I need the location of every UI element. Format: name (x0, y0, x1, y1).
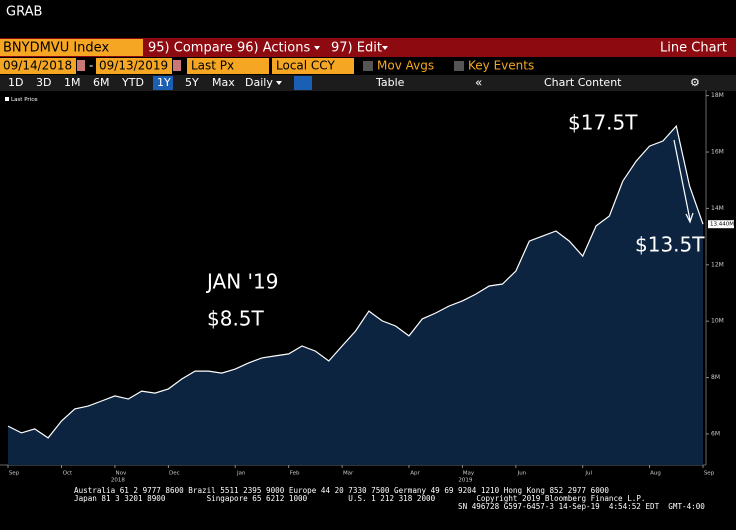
x-tick-label: Apr (410, 471, 420, 477)
edit-button[interactable]: 97) Edit (331, 41, 382, 56)
footer-line: Japan 81 3 3201 8900 Singapore 65 6212 1… (74, 494, 645, 503)
x-tick-label: May (463, 471, 475, 477)
annotation-arrow (673, 139, 694, 224)
range-button[interactable]: 1Y (157, 76, 171, 89)
annotation: $8.5T (207, 307, 265, 331)
checkbox[interactable] (454, 61, 464, 71)
field-box[interactable] (187, 58, 269, 74)
last-value-box (708, 220, 734, 229)
field[interactable]: Last Px (191, 59, 234, 73)
range-selected[interactable] (153, 76, 173, 90)
x-tick-label: Jan (236, 471, 246, 477)
x-tick-label: Feb (290, 471, 300, 477)
x-tick-label: Aug (650, 471, 661, 477)
y-tick-label: 10M (711, 318, 724, 325)
area (8, 126, 703, 465)
x-tick-label: Jun (517, 471, 527, 477)
y-tick-label: 12M (711, 261, 724, 268)
annotation: $17.5T (568, 111, 638, 135)
x-year-label: 2019 (458, 478, 472, 484)
ticker-box[interactable] (0, 39, 143, 56)
y-tick-label: 18M (711, 92, 724, 99)
x-tick-label: Oct (63, 471, 73, 477)
mov-avgs[interactable]: Mov Avgs (377, 59, 434, 73)
chart: 6M 8M 10M 12M 14M 16M 18M Last Price 13.440M Sep O… (0, 90, 734, 484)
line (7, 124, 704, 439)
compare-button[interactable]: 95) Compare (148, 41, 233, 56)
calendar-icon[interactable] (77, 60, 85, 71)
range-button[interactable]: 1M (64, 76, 81, 89)
ticker[interactable]: BNYDMVU Index (3, 41, 109, 56)
start-date[interactable]: 09/14/2018 (3, 59, 72, 73)
range-bar (0, 75, 736, 91)
annotation: JAN '19 (205, 270, 279, 294)
view-label: Line Chart (660, 41, 727, 56)
dropdown-arrow (276, 81, 282, 85)
dropdown-arrow (314, 46, 320, 50)
actions-button[interactable]: 96) Actions (237, 41, 310, 56)
range-button[interactable]: 3D (36, 76, 51, 89)
x-year-label: 2018 (111, 478, 125, 484)
separator: - (89, 59, 93, 73)
range-buttons: 1D 3D 1M 6M YTD 1Y 5Y Max (8, 76, 235, 90)
end-date-box[interactable] (96, 58, 172, 74)
range-button[interactable]: Max (212, 76, 235, 89)
currency-box[interactable] (272, 58, 354, 74)
last-value-label: 13.440M (710, 222, 734, 228)
x-tick-label: Nov (116, 471, 127, 477)
range-button[interactable]: 1D (8, 76, 23, 89)
currency[interactable]: Local CCY (276, 59, 335, 73)
range-button[interactable]: 6M (93, 76, 110, 89)
footer-line: SN 496728 G597-6457-3 14-Sep-19 4:54:52 … (458, 502, 705, 511)
x-tick-label: Mar (343, 471, 354, 477)
calendar-icon[interactable] (173, 60, 181, 71)
checkbox[interactable] (363, 61, 373, 71)
x-tick-label: Sep (704, 471, 715, 477)
window-title: GRAB (6, 5, 42, 20)
x-tick-label: Jul (584, 471, 592, 477)
toolbar-row (0, 38, 736, 57)
chart-content-button[interactable]: Chart Content (544, 76, 622, 89)
y-tick-label: 8M (711, 374, 720, 381)
frequency[interactable]: Daily (245, 76, 273, 89)
annotation: $13.5T (635, 233, 705, 257)
table-button[interactable]: Table (375, 76, 405, 89)
settings-icon[interactable]: ⚙ (690, 76, 700, 89)
collapse-icon[interactable]: « (475, 76, 482, 90)
legend-swatch (5, 97, 9, 101)
y-tick-label: 14M (711, 205, 724, 212)
line-style-button[interactable] (294, 76, 312, 90)
dropdown-arrow (382, 46, 388, 50)
footer-line: Australia 61 2 9777 8600 Brazil 5511 239… (74, 486, 609, 495)
range-button[interactable]: YTD (121, 76, 144, 89)
end-date[interactable]: 09/13/2019 (99, 59, 168, 73)
legend-label: Last Price (11, 97, 38, 103)
key-events[interactable]: Key Events (468, 59, 534, 73)
range-button[interactable]: 5Y (185, 76, 199, 89)
x-tick-label: Dec (169, 471, 180, 477)
y-tick-label: 16M (711, 149, 724, 156)
x-tick-label: Sep (9, 471, 20, 477)
y-tick-label: 6M (711, 430, 720, 437)
start-date-box[interactable] (0, 58, 76, 74)
